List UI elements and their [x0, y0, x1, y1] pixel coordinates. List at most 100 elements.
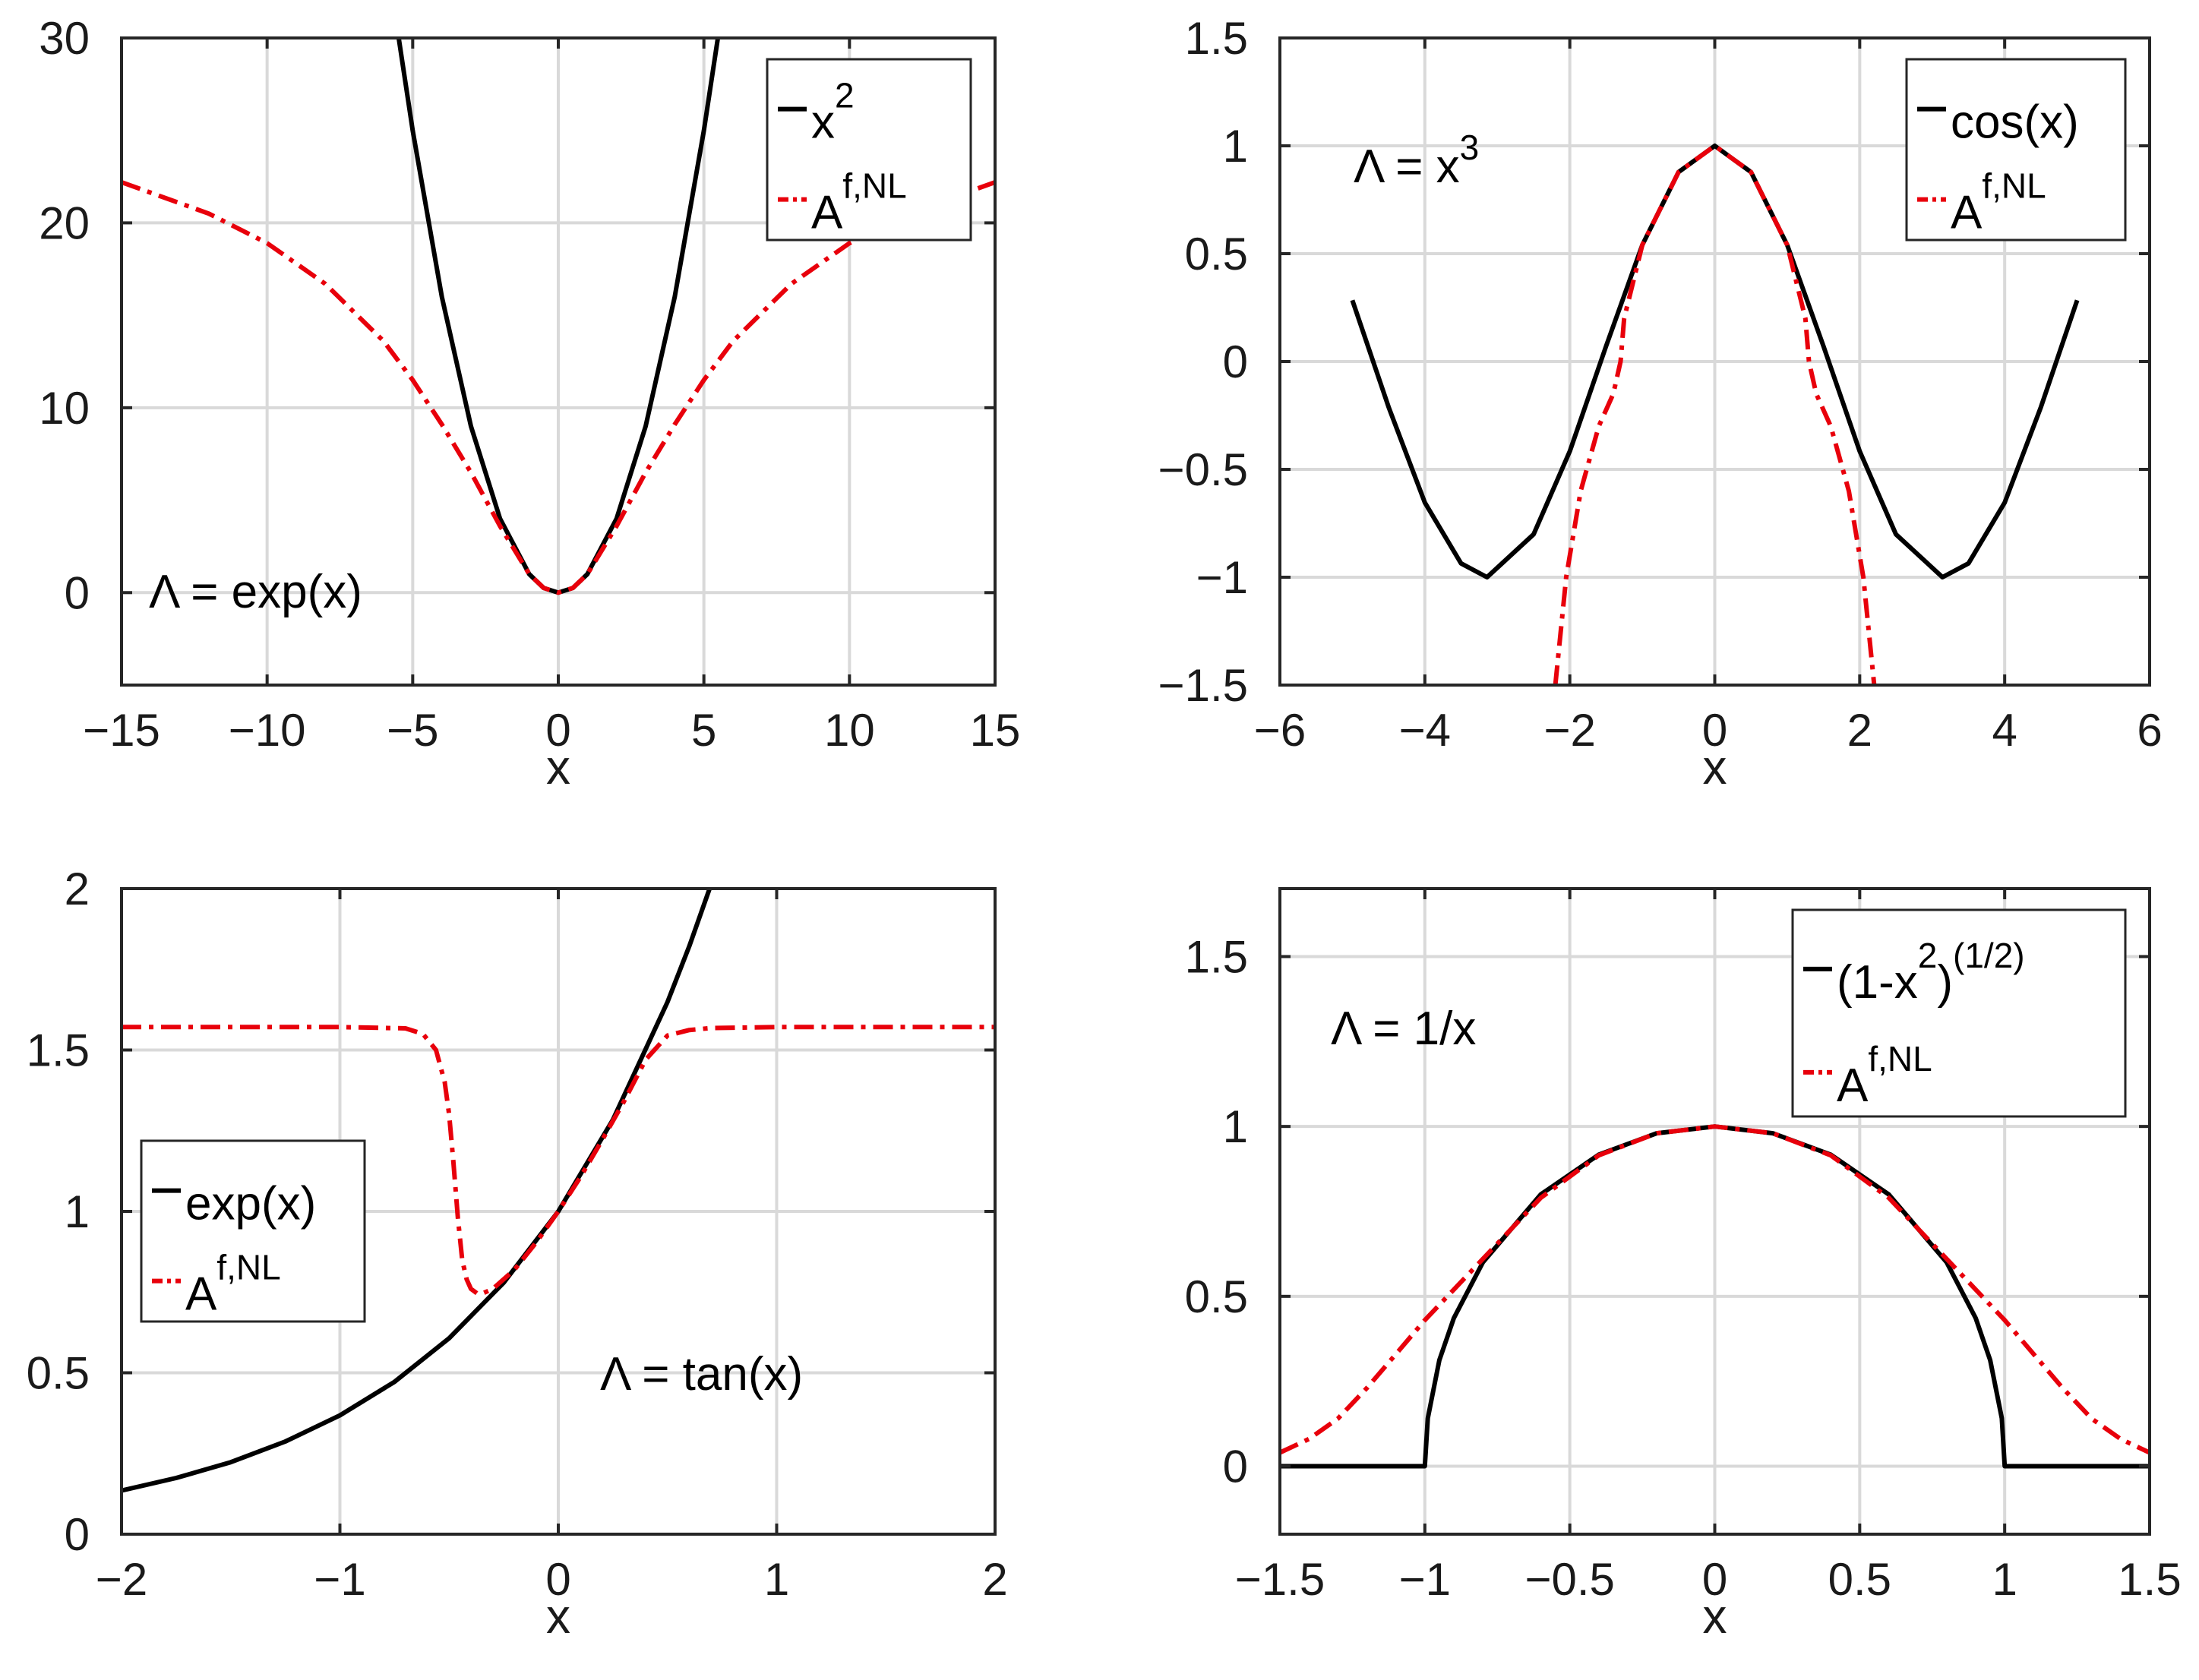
legend: exp(x) Af,NL: [140, 1139, 366, 1323]
x-tick-label: 15: [970, 705, 1021, 756]
series-line-reference: [122, 889, 712, 1493]
lambda-annotation: Λ = x3: [1354, 128, 1479, 193]
x-tick-label: −1: [1399, 1554, 1451, 1605]
x-axis-label: x: [1703, 1589, 1727, 1644]
x-tick-label: 0.5: [1828, 1554, 1891, 1605]
y-tick-label: −1.5: [1158, 660, 1248, 711]
legend: x2 Af,NL: [766, 58, 972, 242]
lambda-annotation-text: Λ = tan(x): [600, 1348, 803, 1401]
legend-entry-label: Af,NL: [185, 1248, 281, 1321]
legend-entry-superscript: f,NL: [842, 166, 906, 206]
x-tick-label: −1: [314, 1554, 365, 1605]
legend: cos(x) Af,NL: [1905, 58, 2127, 242]
y-tick-label: 1: [1223, 121, 1248, 172]
x-axis-label: x: [546, 1589, 570, 1644]
legend-entry-label: (1-x2)(1/2): [1837, 936, 2025, 1009]
x-tick-label: 1: [764, 1554, 789, 1605]
y-tick-label: 0: [1223, 336, 1248, 387]
legend-entry-superscript: f,NL: [216, 1248, 280, 1287]
legend-entry-label: exp(x): [185, 1178, 316, 1230]
lambda-annotation-text: Λ = 1/x: [1331, 1003, 1476, 1055]
x-tick-label: 0: [1702, 705, 1727, 756]
legend-entry-label: Af,NL: [811, 166, 907, 239]
lambda-annotation: Λ = exp(x): [149, 566, 362, 618]
legend-entry-superscript: 2: [1918, 936, 1938, 975]
panel-p4: −1.5 −1 −0.5 0 0.5 1 1.5 0 0.5 1 1.5 x Λ = 1/x (1-x2)…: [1185, 887, 2182, 1644]
x-axis-label: x: [1703, 740, 1727, 794]
y-tick-label: 20: [39, 197, 90, 248]
legend-entry-text: exp(x): [185, 1178, 316, 1230]
y-tick-label: −0.5: [1158, 444, 1248, 495]
legend-entry-superscript: f,NL: [1982, 166, 2046, 206]
y-tick-label: 0: [65, 1509, 90, 1560]
legend-entry-label: cos(x): [1951, 96, 2079, 149]
panel-p2: −6 −4 −2 0 2 4 6 −1.5 −1 −0.5 0 0.5 1 1.5 x Λ = x3 cos(x…: [1158, 13, 2163, 794]
y-tick-label: 10: [39, 383, 90, 434]
legend-entry-label: x2: [811, 76, 855, 149]
x-tick-label: −15: [83, 705, 160, 756]
x-axis-label: x: [546, 740, 570, 794]
series-line-a-f-nl: [122, 1025, 995, 1296]
x-tick-label: −5: [387, 705, 438, 756]
lambda-annotation: Λ = 1/x: [1331, 1003, 1476, 1055]
legend-entry-label: Af,NL: [1951, 166, 2046, 239]
lambda-annotation-text: Λ = exp(x): [149, 566, 362, 618]
y-tick-label: −1: [1196, 552, 1248, 603]
legend-entry-tail: ): [1937, 956, 1953, 1009]
x-tick-label: 4: [1992, 705, 2017, 756]
legend: (1-x2)(1/2) Af,NL: [1791, 908, 2127, 1118]
x-tick-label: 0: [1702, 1554, 1727, 1605]
legend-entry-text: A: [811, 187, 843, 239]
y-tick-label: 1.5: [27, 1025, 90, 1076]
y-tick-label: 1: [1223, 1101, 1248, 1152]
legend-box: [140, 1139, 366, 1323]
panel-p3: −2 −1 0 1 2 0 0.5 1 1.5 2 x Λ = tan(x) exp(x) Af,NL: [27, 864, 1008, 1644]
x-tick-label: −0.5: [1524, 1554, 1614, 1605]
legend-entry-text: x: [811, 96, 835, 149]
x-tick-label: 0: [545, 1554, 570, 1605]
legend-entry-text: A: [1951, 187, 1983, 239]
legend-entry-text: (1-x: [1837, 956, 1918, 1009]
legend-entry-superscript: f,NL: [1868, 1039, 1932, 1078]
lambda-annotation: Λ = tan(x): [600, 1348, 803, 1401]
x-tick-label: −2: [1543, 705, 1595, 756]
y-tick-label: 0: [65, 567, 90, 618]
series-line-a-f-nl: [122, 180, 995, 595]
x-tick-label: 10: [824, 705, 875, 756]
legend-entry-text: cos(x): [1951, 96, 2079, 149]
lambda-annotation-text: Λ = x: [1354, 141, 1460, 193]
y-tick-label: 0: [1223, 1442, 1248, 1492]
x-tick-label: 1: [1992, 1554, 2017, 1605]
x-tick-label: −2: [96, 1554, 147, 1605]
y-tick-label: 1.5: [1185, 13, 1248, 64]
legend-entry-text: A: [185, 1268, 217, 1321]
x-tick-label: −10: [229, 705, 306, 756]
x-tick-label: 1.5: [2118, 1554, 2181, 1605]
x-tick-label: 6: [2137, 705, 2162, 756]
y-tick-label: 2: [65, 864, 90, 914]
x-tick-label: 5: [691, 705, 716, 756]
y-tick-label: 0.5: [27, 1348, 90, 1399]
legend-entry-superscript: 2: [835, 76, 855, 115]
series-line-a-f-nl: [1280, 1124, 2150, 1455]
lambda-annotation-exponent: 3: [1460, 128, 1480, 167]
x-tick-label: −6: [1254, 705, 1306, 756]
y-tick-label: 30: [39, 13, 90, 64]
y-tick-label: 1: [65, 1186, 90, 1237]
y-tick-label: 0.5: [1185, 1271, 1248, 1322]
legend-entry-superscript-outer: (1/2): [1953, 936, 2025, 975]
series-line-reference: [1350, 144, 2080, 579]
x-tick-label: −4: [1399, 705, 1451, 756]
y-tick-label: 0.5: [1185, 229, 1248, 279]
x-tick-label: 2: [1847, 705, 1872, 756]
x-tick-label: −1.5: [1235, 1554, 1325, 1605]
legend-box: [1905, 58, 2127, 242]
x-tick-label: 0: [545, 705, 570, 756]
legend-box: [766, 58, 972, 242]
legend-box: [1791, 908, 2127, 1118]
legend-entry-label: Af,NL: [1837, 1039, 1932, 1112]
y-tick-label: 1.5: [1185, 931, 1248, 982]
legend-entry-text: A: [1837, 1059, 1869, 1112]
